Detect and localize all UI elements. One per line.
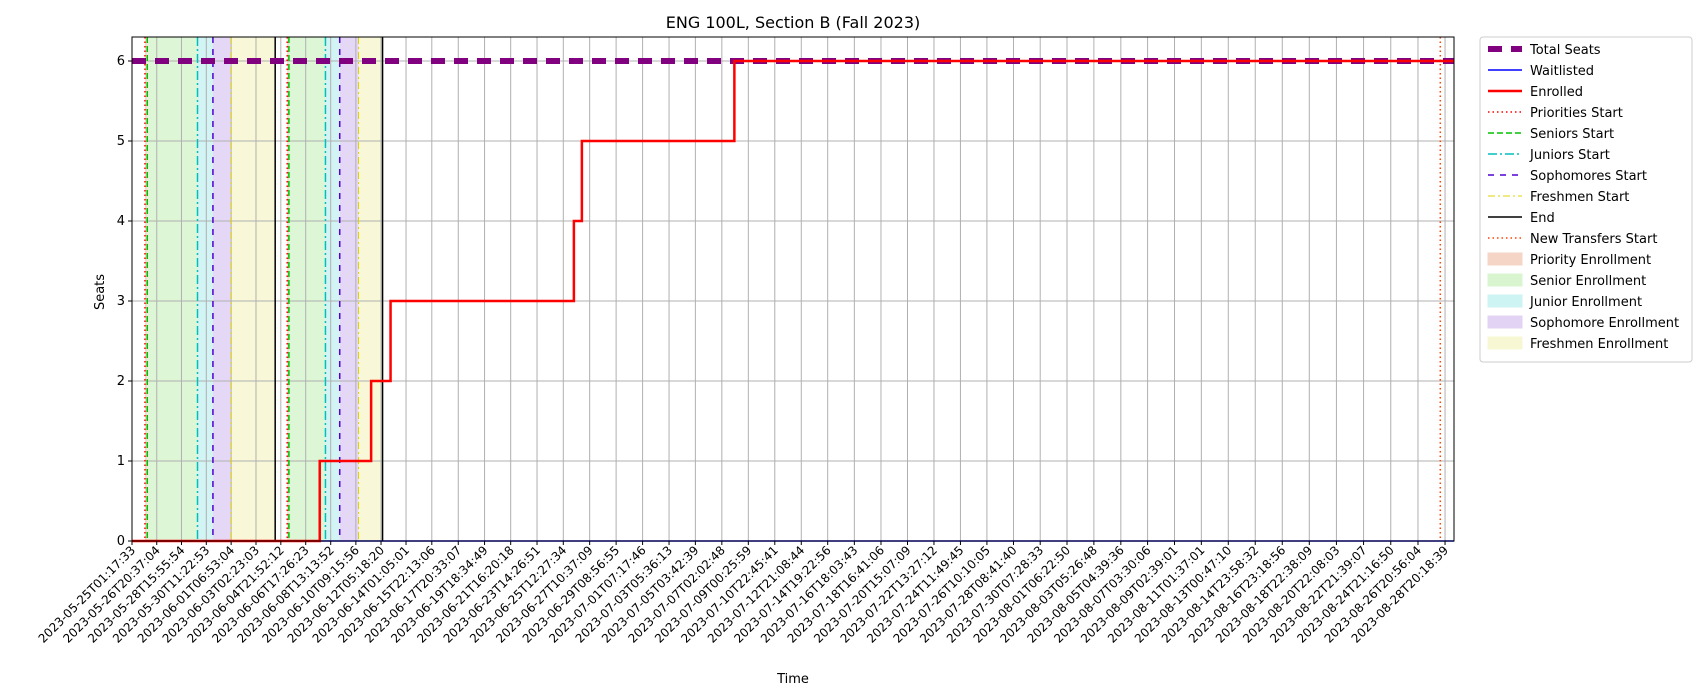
y-tick-label: 5	[117, 134, 125, 149]
legend-item: Freshmen Start	[1488, 190, 1629, 205]
plot-area: 01234562023-05-25T01:17:332023-05-26T20:…	[36, 36, 1455, 646]
enrollment-span	[197, 37, 213, 541]
legend-label: Senior Enrollment	[1530, 274, 1646, 289]
legend-swatch	[1487, 294, 1523, 308]
legend-label: Sophomores Start	[1530, 169, 1647, 184]
enrollment-span	[147, 37, 198, 541]
enrollment-span	[325, 37, 340, 541]
enrollment-span	[288, 37, 326, 541]
y-tick-label: 4	[117, 214, 125, 229]
legend-swatch	[1487, 252, 1523, 266]
legend-item: Senior Enrollment	[1487, 273, 1646, 289]
legend-label: Sophomore Enrollment	[1530, 316, 1679, 331]
legend-item: Waitlisted	[1488, 64, 1594, 79]
legend-label: Seniors Start	[1530, 127, 1614, 142]
legend-item: Seniors Start	[1488, 127, 1614, 142]
legend-label: Total Seats	[1529, 43, 1601, 58]
enrollment-span	[339, 37, 359, 541]
legend-swatch	[1487, 336, 1523, 350]
enrollment-span	[144, 37, 148, 541]
enrollment-span	[212, 37, 232, 541]
legend-label: End	[1530, 211, 1555, 226]
legend-swatch	[1487, 273, 1523, 287]
y-tick-label: 3	[117, 294, 125, 309]
legend-item: Priorities Start	[1488, 106, 1623, 121]
legend-label: New Transfers Start	[1530, 232, 1657, 247]
legend-label: Juniors Start	[1529, 148, 1610, 163]
y-tick-label: 2	[117, 374, 125, 389]
legend-label: Priorities Start	[1530, 106, 1623, 121]
y-tick-label: 1	[117, 454, 125, 469]
legend-item: Total Seats	[1488, 43, 1601, 58]
enrollment-span	[231, 37, 276, 541]
legend-item: Juniors Start	[1488, 148, 1610, 163]
legend-item: End	[1488, 211, 1555, 226]
legend-label: Enrolled	[1530, 85, 1583, 100]
series-line	[132, 59, 1454, 543]
legend-item: Sophomore Enrollment	[1487, 315, 1679, 331]
legend-item: Enrolled	[1488, 85, 1583, 100]
y-axis-label: Seats	[93, 274, 108, 310]
axes-frame	[131, 36, 1455, 542]
y-tick-label: 0	[117, 534, 125, 549]
legend-item: Freshmen Enrollment	[1487, 336, 1668, 352]
legend-swatch	[1487, 315, 1523, 329]
enrollment-span	[358, 37, 383, 541]
legend: Total Seats Waitlisted Enrolled Priorities …	[1479, 36, 1693, 363]
chart-title: ENG 100L, Section B (Fall 2023)	[666, 13, 921, 32]
legend-label: Waitlisted	[1530, 64, 1594, 79]
enrollment-span	[287, 37, 289, 541]
legend-label: Freshmen Start	[1530, 190, 1629, 205]
legend-label: Freshmen Enrollment	[1530, 337, 1668, 352]
y-tick-label: 6	[117, 54, 125, 69]
legend-box	[1479, 36, 1693, 363]
legend-label: Priority Enrollment	[1530, 253, 1651, 268]
legend-item: Priority Enrollment	[1487, 252, 1651, 268]
legend-item: New Transfers Start	[1488, 232, 1657, 247]
legend-item: Sophomores Start	[1488, 169, 1647, 184]
x-axis-label: Time	[776, 672, 809, 687]
legend-item: Junior Enrollment	[1487, 294, 1642, 310]
legend-label: Junior Enrollment	[1529, 295, 1642, 310]
